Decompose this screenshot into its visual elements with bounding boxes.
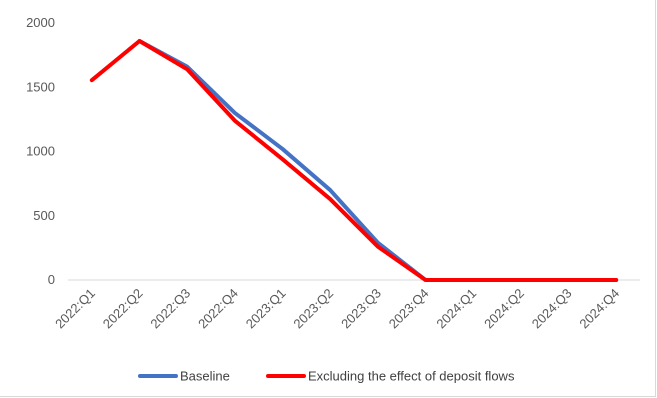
x-tick-label: 2023:Q2 [290,286,336,332]
x-tick-label: 2022:Q4 [195,286,241,332]
y-tick-label: 2000 [26,15,55,30]
series-line-1 [89,38,619,282]
x-axis: 2022:Q1 2022:Q2 2022:Q3 2022:Q4 2023:Q1 2023:… [52,279,640,332]
x-tick-label: 2023:Q4 [386,286,432,332]
legend-label-0: Baseline [180,369,230,384]
x-tick-label: 2023:Q3 [338,286,384,332]
legend-label-1: Excluding the effect of deposit flows [308,369,515,384]
y-tick-label: 500 [33,208,55,223]
series-layer [89,38,619,282]
x-tick-label: 2024:Q4 [576,286,622,332]
y-tick-label: 1000 [26,144,55,159]
y-tick-label: 1500 [26,79,55,94]
x-tick-label: 2024:Q2 [481,286,527,332]
x-tick-label: 2023:Q1 [243,286,289,332]
y-tick-label: 0 [48,272,55,287]
y-axis: 0 500 1000 1500 2000 [26,15,55,287]
x-tick-label: 2022:Q2 [100,286,146,332]
legend: Baseline Excluding the effect of deposit … [138,369,515,384]
x-tick-label: 2022:Q3 [147,286,193,332]
x-tick-label: 2024:Q3 [529,286,575,332]
x-tick-label: 2024:Q1 [433,286,479,332]
x-tick-label: 2022:Q1 [52,286,98,332]
